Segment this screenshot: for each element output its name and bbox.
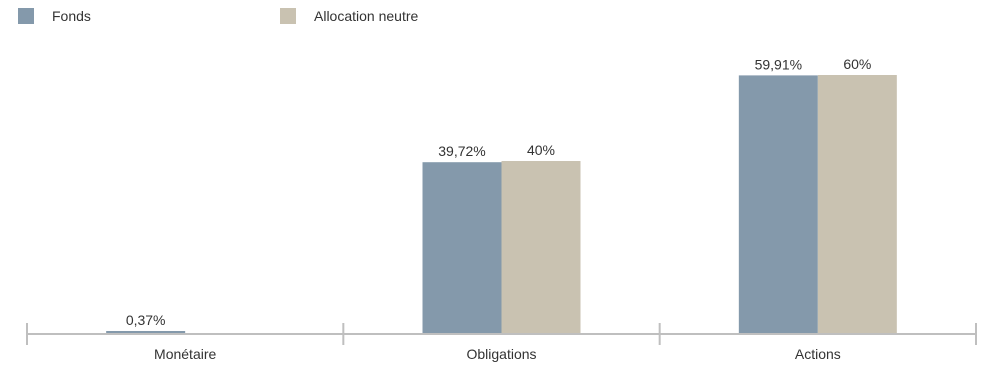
- data-label: 59,91%: [755, 56, 802, 72]
- data-label: 0,37%: [126, 312, 166, 328]
- bar: [817, 75, 897, 333]
- legend-label-allocation-neutre: Allocation neutre: [314, 8, 419, 24]
- legend-item-allocation-neutre: Allocation neutre: [280, 6, 418, 26]
- legend-label-fonds: Fonds: [52, 8, 91, 24]
- bar: [422, 162, 502, 333]
- legend-swatch-allocation-neutre: [280, 8, 296, 24]
- bar: [501, 161, 581, 333]
- bar: [738, 75, 818, 334]
- chart-legend: Fonds Allocation neutre: [18, 6, 618, 26]
- x-tick-label: Actions: [795, 346, 841, 362]
- x-tick-label: Obligations: [466, 346, 536, 362]
- data-label: 39,72%: [438, 143, 485, 159]
- data-label: 40%: [527, 142, 555, 158]
- legend-swatch-fonds: [18, 8, 34, 24]
- legend-item-fonds: Fonds: [18, 6, 91, 26]
- data-label: 60%: [843, 56, 871, 72]
- x-tick-label: Monétaire: [154, 346, 216, 362]
- bar: [106, 331, 186, 333]
